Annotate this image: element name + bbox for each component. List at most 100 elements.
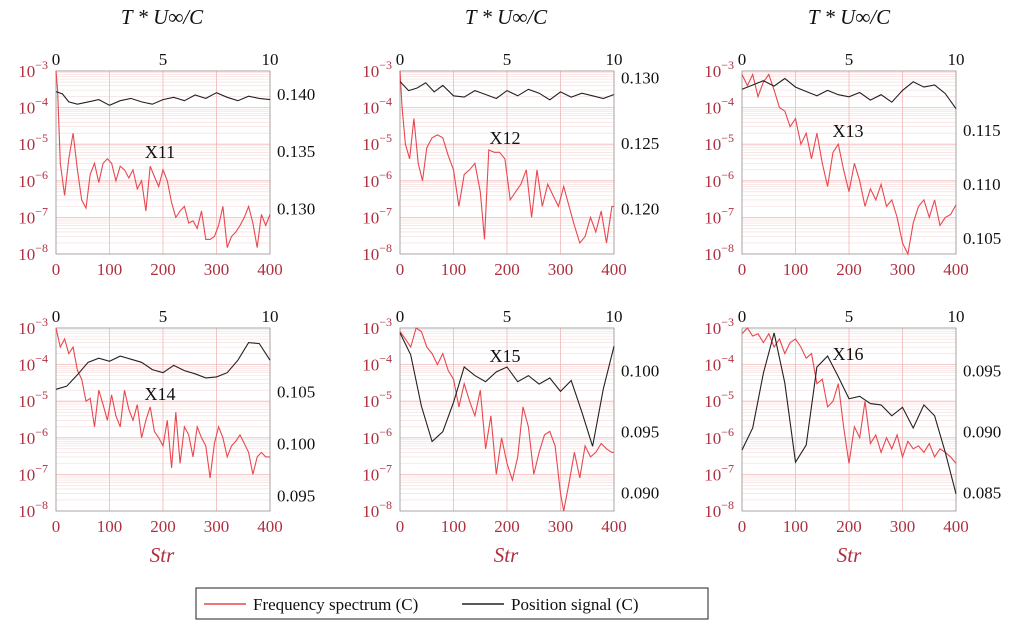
right-tick-label: 0.115 [963,121,1001,140]
top-tick-label: 0 [396,50,405,69]
left-tick-label: 10−6 [18,168,48,191]
grid [399,327,615,512]
panel-label: X15 [490,346,521,366]
bottom-tick-label: 100 [441,260,467,279]
left-tick-label: 10−8 [362,241,392,264]
top-tick-label: 5 [159,307,168,326]
frequency-spectrum-line [399,327,614,512]
bottom-tick-label: 100 [441,517,467,536]
top-tick-label: 0 [52,307,61,326]
top-tick-label: 10 [948,50,965,69]
left-tick-label: 10−4 [704,95,734,118]
bottom-tick-label: 200 [836,260,862,279]
right-tick-label: 0.100 [621,362,659,381]
right-tick-label: 0.130 [621,69,659,88]
right-tick-label: 0.120 [621,199,659,218]
bottom-tick-label: 300 [204,517,230,536]
bottom-tick-label: 400 [943,517,969,536]
position-signal-line [55,91,271,106]
bottom-tick-label: 100 [97,260,123,279]
right-tick-label: 0.125 [621,134,659,153]
right-tick-label: 0.100 [277,434,315,453]
right-tick-label: 0.105 [963,229,1001,248]
plot-frame [55,70,271,255]
position-signal-line [55,342,271,390]
left-tick-label: 10−3 [362,315,392,338]
top-tick-label: 5 [845,307,854,326]
grid [55,70,271,255]
position-signal-line [399,332,615,447]
bottom-axis-title-col2: Str [494,543,519,567]
panel-label: X16 [833,344,864,364]
bottom-tick-label: 0 [396,260,405,279]
left-tick-label: 10−3 [704,315,734,338]
left-tick-label: 10−8 [18,241,48,264]
bottom-axis-title-col3: Str [837,543,862,567]
panel-label: X12 [490,128,521,148]
left-tick-label: 10−3 [362,58,392,81]
plot-frame [399,70,615,255]
panel-x14: 10−8 10−7 10−6 10−5 10−4 10−3 0.095 0.100 0.105 0… [18,307,315,536]
right-tick-label: 0.130 [277,199,315,218]
bottom-tick-label: 300 [548,517,574,536]
position-signal-line [741,77,957,110]
right-tick-label: 0.135 [277,142,315,161]
top-axis-title-col3: T * U∞/C [808,5,891,29]
plot-frame [741,70,957,255]
left-tick-label: 10−5 [18,388,48,411]
left-tick-label: 10−8 [704,498,734,521]
bottom-tick-label: 0 [52,260,61,279]
panel-x13: 10−8 10−7 10−6 10−5 10−4 10−3 0.105 0.110 0.115 0… [704,50,1001,279]
bottom-tick-label: 300 [890,260,916,279]
bottom-tick-label: 100 [783,517,809,536]
left-tick-label: 10−7 [362,204,392,227]
top-tick-label: 5 [503,307,512,326]
panel-x16: 10−8 10−7 10−6 10−5 10−4 10−3 0.085 0.090 0.095 0… [704,307,1001,536]
panel-x12: 10−8 10−7 10−6 10−5 10−4 10−3 0.120 0.125 0.130 0… [362,50,659,279]
left-tick-label: 10−5 [362,131,392,154]
position-signal-line [741,332,957,495]
left-tick-label: 10−7 [18,461,48,484]
bottom-tick-label: 200 [836,517,862,536]
bottom-tick-label: 200 [494,517,520,536]
top-axis-title-col1: T * U∞/C [121,5,204,29]
right-tick-label: 0.110 [963,175,1001,194]
top-tick-label: 10 [262,50,279,69]
panel-label: X11 [145,142,175,162]
bottom-tick-label: 400 [601,517,627,536]
right-tick-label: 0.105 [277,382,315,401]
top-tick-label: 0 [738,50,747,69]
bottom-tick-label: 400 [257,517,283,536]
bottom-tick-label: 300 [204,260,230,279]
left-tick-label: 10−8 [362,498,392,521]
left-tick-label: 10−6 [362,168,392,191]
left-tick-label: 10−7 [704,204,734,227]
left-tick-label: 10−3 [704,58,734,81]
bottom-tick-label: 200 [150,517,176,536]
bottom-axis-title-col1: Str [150,543,175,567]
plot-frame [399,327,615,512]
bottom-tick-label: 0 [396,517,405,536]
grid [399,70,615,255]
left-tick-label: 10−6 [704,425,734,448]
bottom-tick-label: 300 [548,260,574,279]
left-tick-label: 10−6 [362,425,392,448]
grid [741,70,957,255]
frequency-spectrum-line [55,70,271,248]
left-tick-label: 10−8 [18,498,48,521]
top-tick-label: 0 [396,307,405,326]
top-tick-label: 5 [159,50,168,69]
top-tick-label: 10 [606,50,623,69]
left-tick-label: 10−7 [18,204,48,227]
right-tick-label: 0.140 [277,85,315,104]
panel-x11: 10−8 10−7 10−6 10−5 10−4 10−3 0.130 0.135 0.140 0… [18,50,315,279]
bottom-tick-label: 100 [783,260,809,279]
left-tick-label: 10−3 [18,58,48,81]
bottom-tick-label: 0 [738,517,747,536]
left-tick-label: 10−5 [704,388,734,411]
right-tick-label: 0.085 [963,484,1001,503]
bottom-tick-label: 0 [52,517,61,536]
right-tick-label: 0.095 [621,423,659,442]
top-tick-label: 0 [52,50,61,69]
